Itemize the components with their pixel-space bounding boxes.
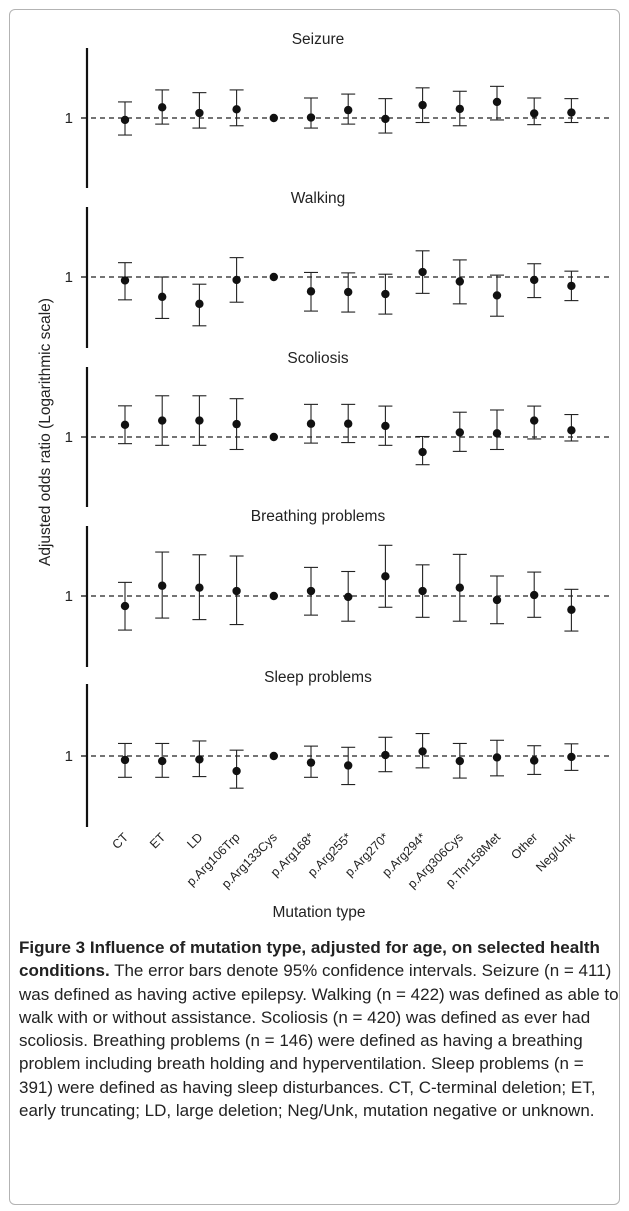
data-point — [344, 419, 353, 428]
data-point — [492, 595, 502, 605]
data-point — [381, 289, 390, 299]
data-point — [418, 747, 427, 756]
data-point — [120, 420, 130, 430]
data-point — [120, 601, 130, 611]
y-tick-label: 1 — [65, 429, 73, 446]
y-tick-label: 1 — [65, 269, 73, 286]
data-point — [455, 277, 464, 286]
data-point — [455, 104, 464, 114]
data-point — [418, 586, 427, 596]
y-tick-label: 1 — [65, 110, 73, 127]
data-point — [195, 583, 204, 592]
data-point — [530, 416, 539, 425]
data-point — [567, 281, 576, 291]
data-point — [306, 419, 316, 428]
data-point — [158, 581, 167, 590]
panel-title: Walking — [291, 190, 346, 207]
data-point — [418, 100, 427, 110]
data-point — [120, 115, 130, 125]
data-point — [269, 591, 278, 601]
data-point — [455, 583, 464, 592]
data-point — [567, 605, 576, 614]
x-tick-label: Neg/Unk — [533, 830, 578, 875]
data-point — [306, 758, 316, 767]
data-point — [232, 586, 241, 596]
data-point — [232, 766, 241, 776]
y-tick-label: 1 — [65, 748, 73, 765]
data-point — [418, 267, 427, 277]
data-point — [492, 97, 502, 107]
data-point — [195, 416, 204, 425]
data-point — [269, 751, 278, 761]
data-point — [530, 590, 539, 600]
x-tick-label: LD — [184, 830, 205, 851]
panel-2: Walking 1 — [65, 190, 609, 348]
y-axis-label: Adjusted odds ratio (Logarithmic scale) — [37, 298, 54, 566]
data-point — [195, 755, 204, 764]
data-point — [530, 109, 539, 118]
panel-title: Seizure — [292, 31, 345, 48]
data-point — [567, 108, 576, 117]
data-point — [344, 105, 353, 115]
data-point — [120, 276, 130, 285]
panel-4: Breathing problems 1 — [65, 508, 609, 667]
data-point — [381, 421, 390, 431]
data-point — [567, 752, 576, 762]
data-point — [158, 292, 167, 302]
x-tick-label: ET — [147, 830, 168, 851]
data-point — [530, 756, 539, 765]
data-point — [158, 756, 167, 766]
data-point — [158, 103, 167, 112]
data-point — [195, 108, 204, 118]
data-point — [381, 114, 390, 124]
panel-5: Sleep problems 1 — [65, 669, 609, 827]
figure-frame — [9, 9, 620, 1205]
data-point — [232, 105, 241, 114]
data-point — [232, 419, 241, 429]
data-point — [381, 572, 390, 581]
x-tick-label: Other — [508, 830, 540, 862]
panel-title: Breathing problems — [251, 508, 386, 525]
data-point — [306, 113, 316, 122]
data-point — [455, 756, 464, 766]
panel-title: Sleep problems — [264, 669, 372, 686]
data-point — [306, 586, 316, 596]
data-point — [492, 753, 502, 762]
caption-title: Figure 3 Influence of mutation type, adj… — [19, 938, 600, 981]
data-point — [344, 592, 353, 602]
data-point — [567, 426, 576, 435]
data-point — [269, 272, 278, 282]
x-tick-label: CT — [109, 830, 131, 852]
data-point — [492, 429, 502, 438]
panel-3: Scoliosis 1 — [65, 350, 609, 507]
data-point — [344, 287, 353, 297]
figure-caption: Figure 3 Influence of mutation type, adj… — [19, 936, 619, 1122]
data-point — [381, 750, 390, 760]
caption-body: The error bars denote 95% confidence int… — [19, 961, 619, 1121]
y-tick-label: 1 — [65, 588, 73, 605]
data-point — [455, 428, 464, 437]
data-point — [344, 761, 353, 770]
data-point — [269, 432, 278, 442]
data-point — [530, 275, 539, 285]
data-point — [418, 447, 427, 457]
x-tick-labels: CT ET LDp.Arg106Trpp.Arg133Cysp.Arg168*p.A… — [109, 830, 578, 892]
data-point — [492, 291, 502, 300]
x-axis-label: Mutation type — [272, 904, 365, 921]
data-point — [269, 113, 278, 123]
data-point — [306, 287, 316, 296]
data-point — [158, 416, 167, 425]
data-point — [232, 275, 241, 285]
panel-title: Scoliosis — [287, 350, 348, 367]
data-point — [120, 755, 130, 765]
data-point — [195, 299, 204, 309]
panel-1: Seizure 1 — [65, 31, 609, 188]
